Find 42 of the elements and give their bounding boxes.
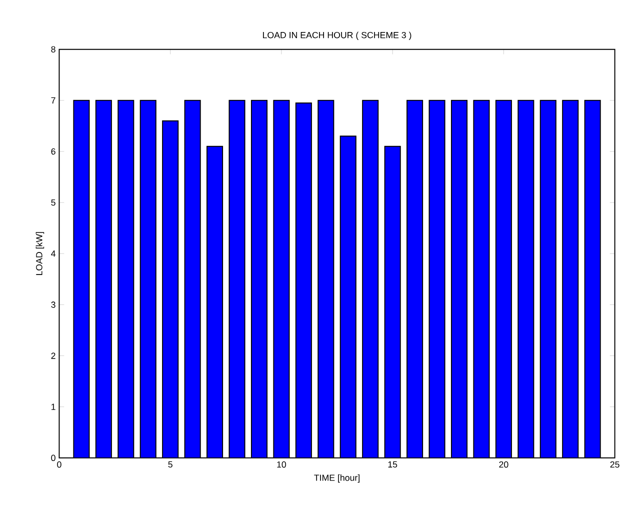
- bar: [295, 102, 312, 458]
- y-tick-label: 4: [51, 250, 56, 257]
- bar: [250, 100, 268, 458]
- y-tick-label: 5: [51, 199, 56, 206]
- x-tick-label: 5: [168, 461, 172, 468]
- bar: [273, 100, 290, 458]
- x-axis-title: TIME [hour]: [314, 474, 360, 483]
- bar: [318, 100, 334, 458]
- bar: [95, 100, 112, 458]
- bar: [495, 100, 512, 458]
- bar: [406, 100, 424, 458]
- bar: [206, 146, 224, 458]
- bar: [450, 100, 468, 458]
- x-tick-label: 25: [610, 461, 620, 468]
- x-tick-label: 20: [499, 461, 508, 468]
- bar: [428, 100, 446, 458]
- chart-title: LOAD IN EACH HOUR ( SCHEME 3 ): [263, 32, 412, 40]
- bar: [74, 100, 90, 458]
- y-tick-label: 1: [52, 404, 56, 410]
- bar: [228, 100, 246, 458]
- x-tick-label: 10: [277, 461, 286, 468]
- bar: [562, 100, 579, 458]
- x-tick-label: 0: [57, 461, 62, 468]
- bar: [184, 100, 201, 458]
- bar: [384, 146, 401, 458]
- y-tick-label: 6: [51, 148, 56, 155]
- bar: [162, 120, 179, 458]
- bar: [362, 100, 379, 458]
- x-tick-label: 15: [388, 461, 398, 468]
- bar: [118, 100, 134, 458]
- y-tick-label: 3: [51, 301, 56, 308]
- y-tick-label: 8: [51, 46, 56, 52]
- bar: [340, 136, 356, 458]
- bar: [518, 100, 534, 458]
- bar: [584, 100, 601, 458]
- bar: [540, 100, 556, 458]
- y-tick-label: 2: [51, 352, 56, 359]
- y-tick-label: 7: [51, 97, 56, 104]
- y-tick-label: 0: [51, 454, 56, 461]
- bar: [140, 100, 156, 458]
- bar: [473, 100, 490, 458]
- y-axis-title: LOAD [kW]: [36, 232, 44, 275]
